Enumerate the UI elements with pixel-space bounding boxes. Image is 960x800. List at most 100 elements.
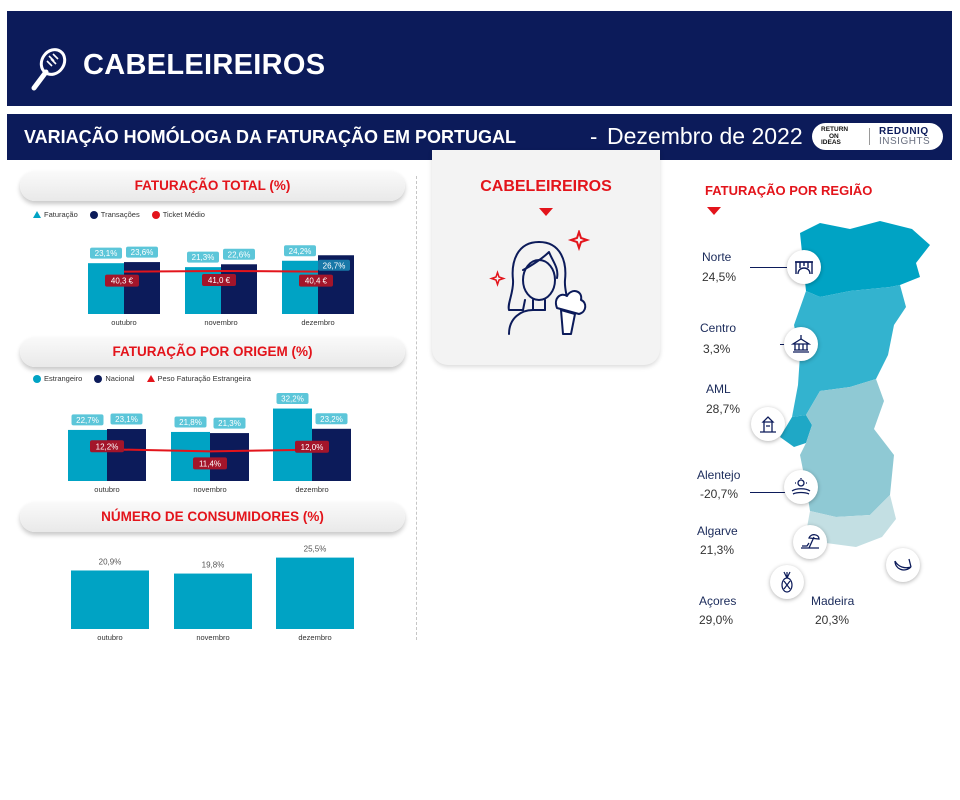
chart1-svg: outubro novembro dezembro 23,1% 23,6% 40,3 € 2… — [88, 245, 354, 327]
evolution-bar — [508, 571, 602, 615]
legend-item: Nacional — [94, 374, 135, 383]
data-label-peso: 11,4% — [199, 459, 221, 468]
data-label-estrangeiro: 21,8% — [179, 418, 202, 427]
data-label-faturacao: 24,2% — [289, 247, 312, 256]
region-name: Algarve — [697, 524, 738, 538]
section-header-total: FATURAÇÃO TOTAL (%) — [20, 171, 405, 201]
data-label-transacoes-bg — [318, 259, 350, 271]
bar-consumidores — [71, 570, 149, 629]
hairbrush-icon — [29, 48, 69, 97]
chart-faturacao-total: outubro novembro dezembro 23,1% 23,6% 40,3 € 2… — [70, 230, 390, 332]
x-tick-label: outubro — [97, 633, 122, 642]
dot-icon — [151, 210, 160, 219]
chart3-svg: 20,9% outubro 19,8% novembro 25,5% dezembro — [71, 545, 354, 642]
data-label-transacoes-bg — [126, 246, 158, 258]
region-name: Norte — [702, 250, 732, 264]
data-label-nacional-bg — [110, 413, 143, 425]
region-value: 24,5% — [702, 270, 737, 284]
legend-item: Peso Faturação Estrangeira — [146, 374, 251, 383]
arrow-down-icon — [707, 207, 721, 215]
data-label-peso-bg — [193, 457, 227, 470]
region-name: AML — [706, 382, 731, 396]
category-card: CABELEIREIROS — [432, 150, 660, 365]
banana-icon — [886, 548, 920, 582]
bar-faturacao — [88, 263, 124, 314]
data-label-ticket-bg — [202, 273, 236, 286]
x-tick-label: dezembro — [298, 633, 331, 642]
evolution-value: 20,0% — [605, 589, 631, 599]
data-label-faturacao: 21,3% — [192, 253, 215, 262]
bar-transacoes — [221, 264, 257, 314]
region-name: Centro — [700, 321, 737, 335]
data-label-transacoes: 22,6% — [228, 250, 251, 259]
section-title: NÚMERO DE CONSUMIDORES (%) — [101, 509, 324, 524]
region-value: 29,0% — [699, 613, 734, 627]
legend-item: Ticket Médio — [151, 210, 205, 219]
evolution-value: 23,0% — [619, 522, 645, 532]
region-value: 21,3% — [700, 543, 735, 557]
bar-transacoes — [124, 262, 160, 314]
data-label-peso-bg — [295, 440, 329, 453]
section-header-origem: FATURAÇÃO POR ORIGEM (%) — [20, 337, 405, 367]
data-label-ticket-bg — [105, 274, 139, 287]
region-value: -20,7% — [700, 487, 739, 501]
data-label-estrangeiro-bg — [276, 393, 309, 405]
field-icon — [784, 470, 818, 504]
chart-consumidores: 20,9% outubro 19,8% novembro 25,5% dezembro — [60, 540, 380, 645]
bar-consumidores — [276, 557, 354, 629]
triangle-icon — [146, 375, 155, 382]
evolution-bar — [508, 504, 615, 548]
reduniq-logo: REDUNIQ — [879, 126, 929, 137]
data-label-ticket: 40,3 € — [111, 277, 134, 286]
data-label-nacional-bg — [213, 417, 246, 429]
data-label-peso-bg — [90, 440, 124, 453]
data-label-estrangeiro: 22,7% — [76, 416, 99, 425]
legend-item: Estrangeiro — [33, 374, 82, 383]
chart2-svg: outubro novembro dezembro 22,7% 23,1% 12,2% 21… — [68, 393, 351, 494]
report-title: VARIAÇÃO HOMÓLOGA DA FATURAÇÃO EM PORTUG… — [24, 127, 516, 147]
dot-icon — [89, 210, 98, 219]
roi-logo: RETURN ON IDEAS — [821, 126, 849, 146]
header-bar: CABELEIREIROS — [7, 11, 952, 106]
logo-divider — [869, 128, 870, 145]
x-tick-label: novembro — [193, 485, 226, 494]
map-region-alentejo — [800, 379, 894, 517]
evolution-row-label: Cabeleireiros — [435, 518, 493, 528]
bar-faturacao — [282, 260, 318, 314]
region-name: Madeira — [811, 594, 855, 608]
bar-estrangeiro — [68, 429, 107, 481]
section-title: FATURAÇÃO TOTAL (%) — [134, 178, 291, 193]
map-region-norte — [800, 221, 930, 297]
portugal-map — [780, 221, 930, 547]
dot-icon — [94, 374, 103, 383]
evolution-expand-button[interactable] — [529, 440, 562, 473]
data-label-ticket: 40,4 € — [305, 277, 328, 286]
pineapple-icon — [770, 565, 804, 599]
data-label-faturacao-bg — [90, 247, 122, 259]
bridge-icon — [787, 250, 821, 284]
bar-nacional — [312, 428, 351, 481]
arrow-down-icon — [539, 208, 553, 216]
region-name: Açores — [699, 594, 737, 608]
region-value: 3,3% — [703, 342, 731, 356]
data-label-peso: 12,2% — [96, 442, 119, 451]
data-label-nacional: 23,1% — [115, 415, 138, 424]
section-header-consumidores: NÚMERO DE CONSUMIDORES (%) — [20, 502, 405, 532]
data-label-nacional: 21,3% — [218, 419, 241, 428]
line-ticket-medio — [123, 269, 319, 273]
data-label-consumidores: 25,5% — [304, 545, 327, 554]
report-date: Dezembro de 2022 — [607, 123, 803, 149]
partner-logos: RETURN ON IDEAS REDUNIQ INSIGHTS — [812, 123, 943, 150]
data-label-estrangeiro: 32,2% — [281, 395, 304, 404]
data-label-ticket: 41,0 € — [208, 276, 231, 285]
region-value: 28,7% — [706, 402, 741, 416]
data-label-nacional-bg — [315, 413, 348, 425]
regions-title: FATURAÇÃO POR REGIÃO — [705, 183, 873, 198]
legend-total: Faturação Transações Ticket Médio — [33, 210, 205, 219]
data-label-transacoes-bg — [223, 248, 255, 260]
bar-consumidores — [174, 573, 252, 629]
region-connector — [750, 492, 786, 493]
region-connector — [750, 267, 787, 268]
legend-item: Faturação — [33, 210, 78, 219]
evolution-title: EVOLUÇÃO DA FATURAÇÃO VS 2021 — [492, 382, 600, 429]
